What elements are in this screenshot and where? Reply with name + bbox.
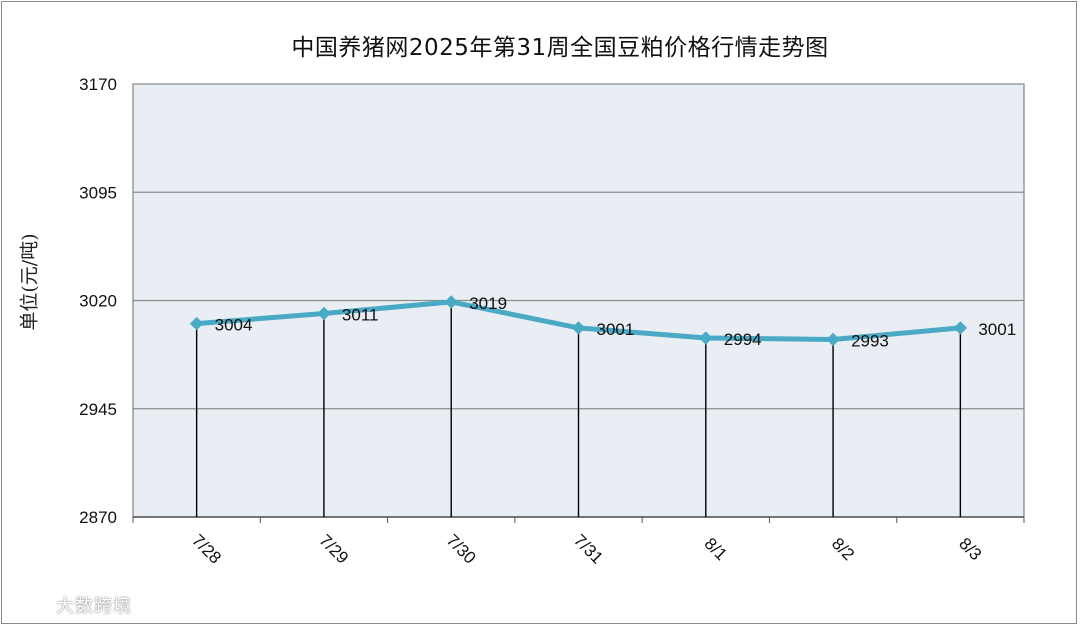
chart-title: 中国养猪网2025年第31周全国豆粕价格行情走势图 (291, 35, 829, 61)
data-point-marker (189, 316, 204, 331)
y-tick-label: 2945 (79, 400, 117, 419)
y-tick-label: 2870 (79, 508, 117, 527)
data-point-marker (317, 306, 331, 321)
x-tick-label: 7/29 (315, 531, 352, 568)
data-point-marker (699, 331, 713, 345)
x-tick-label: 7/28 (188, 531, 225, 568)
data-label: 3001 (978, 320, 1016, 339)
data-label: 3001 (597, 320, 635, 339)
x-tick-label: 8/2 (828, 534, 858, 564)
x-tick-label: 8/3 (955, 534, 985, 564)
x-tick-label: 7/30 (443, 531, 480, 568)
data-label: 3004 (215, 316, 253, 335)
data-point-marker (953, 321, 968, 335)
data-point-marker (444, 295, 458, 309)
data-label: 2993 (851, 331, 889, 350)
watermark-logo-icon (8, 595, 50, 615)
watermark: 大数跨境 (8, 592, 132, 618)
data-point-marker (571, 321, 586, 335)
x-tick-label: 8/1 (701, 534, 731, 564)
y-tick-label: 3095 (79, 183, 117, 202)
data-label: 3011 (342, 305, 379, 324)
x-tick-label: 7/31 (570, 531, 607, 568)
y-tick-label: 3020 (79, 292, 117, 311)
data-label: 2994 (724, 330, 762, 349)
y-tick-label: 3170 (79, 75, 117, 94)
data-point-marker (826, 332, 840, 347)
data-label: 3019 (469, 294, 507, 313)
watermark-text: 大数跨境 (56, 596, 132, 617)
